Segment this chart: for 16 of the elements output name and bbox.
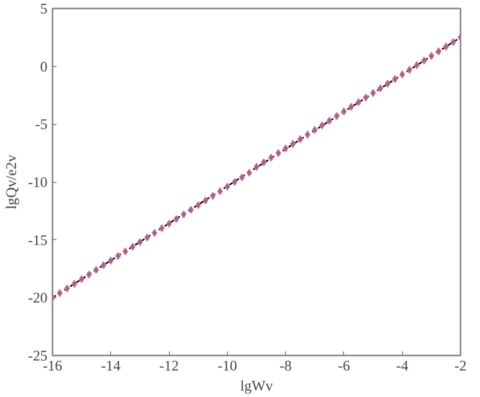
x-tick-label: -8 xyxy=(280,358,292,374)
x-tick-label: -4 xyxy=(396,358,409,374)
y-tick-label: -15 xyxy=(28,232,48,249)
y-axis-title: lgQv/e2v xyxy=(4,154,20,210)
y-tick-label: -25 xyxy=(28,348,48,364)
x-tick-label: -14 xyxy=(101,358,122,374)
y-tick-label: 0 xyxy=(40,59,48,76)
y-tick-label: -5 xyxy=(35,117,48,134)
y-tick-label: -20 xyxy=(28,290,48,307)
x-axis-title: lgWv xyxy=(240,378,274,394)
x-tick-label: -12 xyxy=(159,358,179,374)
x-tick-label: -6 xyxy=(338,358,350,374)
y-tick-label: -10 xyxy=(28,175,48,191)
x-tick-label: -2 xyxy=(454,358,467,374)
x-tick-label: -10 xyxy=(218,358,238,374)
y-tick-label: 5 xyxy=(40,2,48,18)
